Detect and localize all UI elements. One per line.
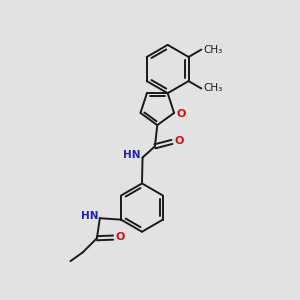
- Text: O: O: [175, 136, 184, 146]
- Text: CH₃: CH₃: [203, 83, 222, 94]
- Text: HN: HN: [81, 211, 98, 221]
- Text: HN: HN: [123, 150, 140, 160]
- Text: O: O: [176, 109, 186, 118]
- Text: O: O: [116, 232, 125, 242]
- Text: CH₃: CH₃: [203, 45, 222, 55]
